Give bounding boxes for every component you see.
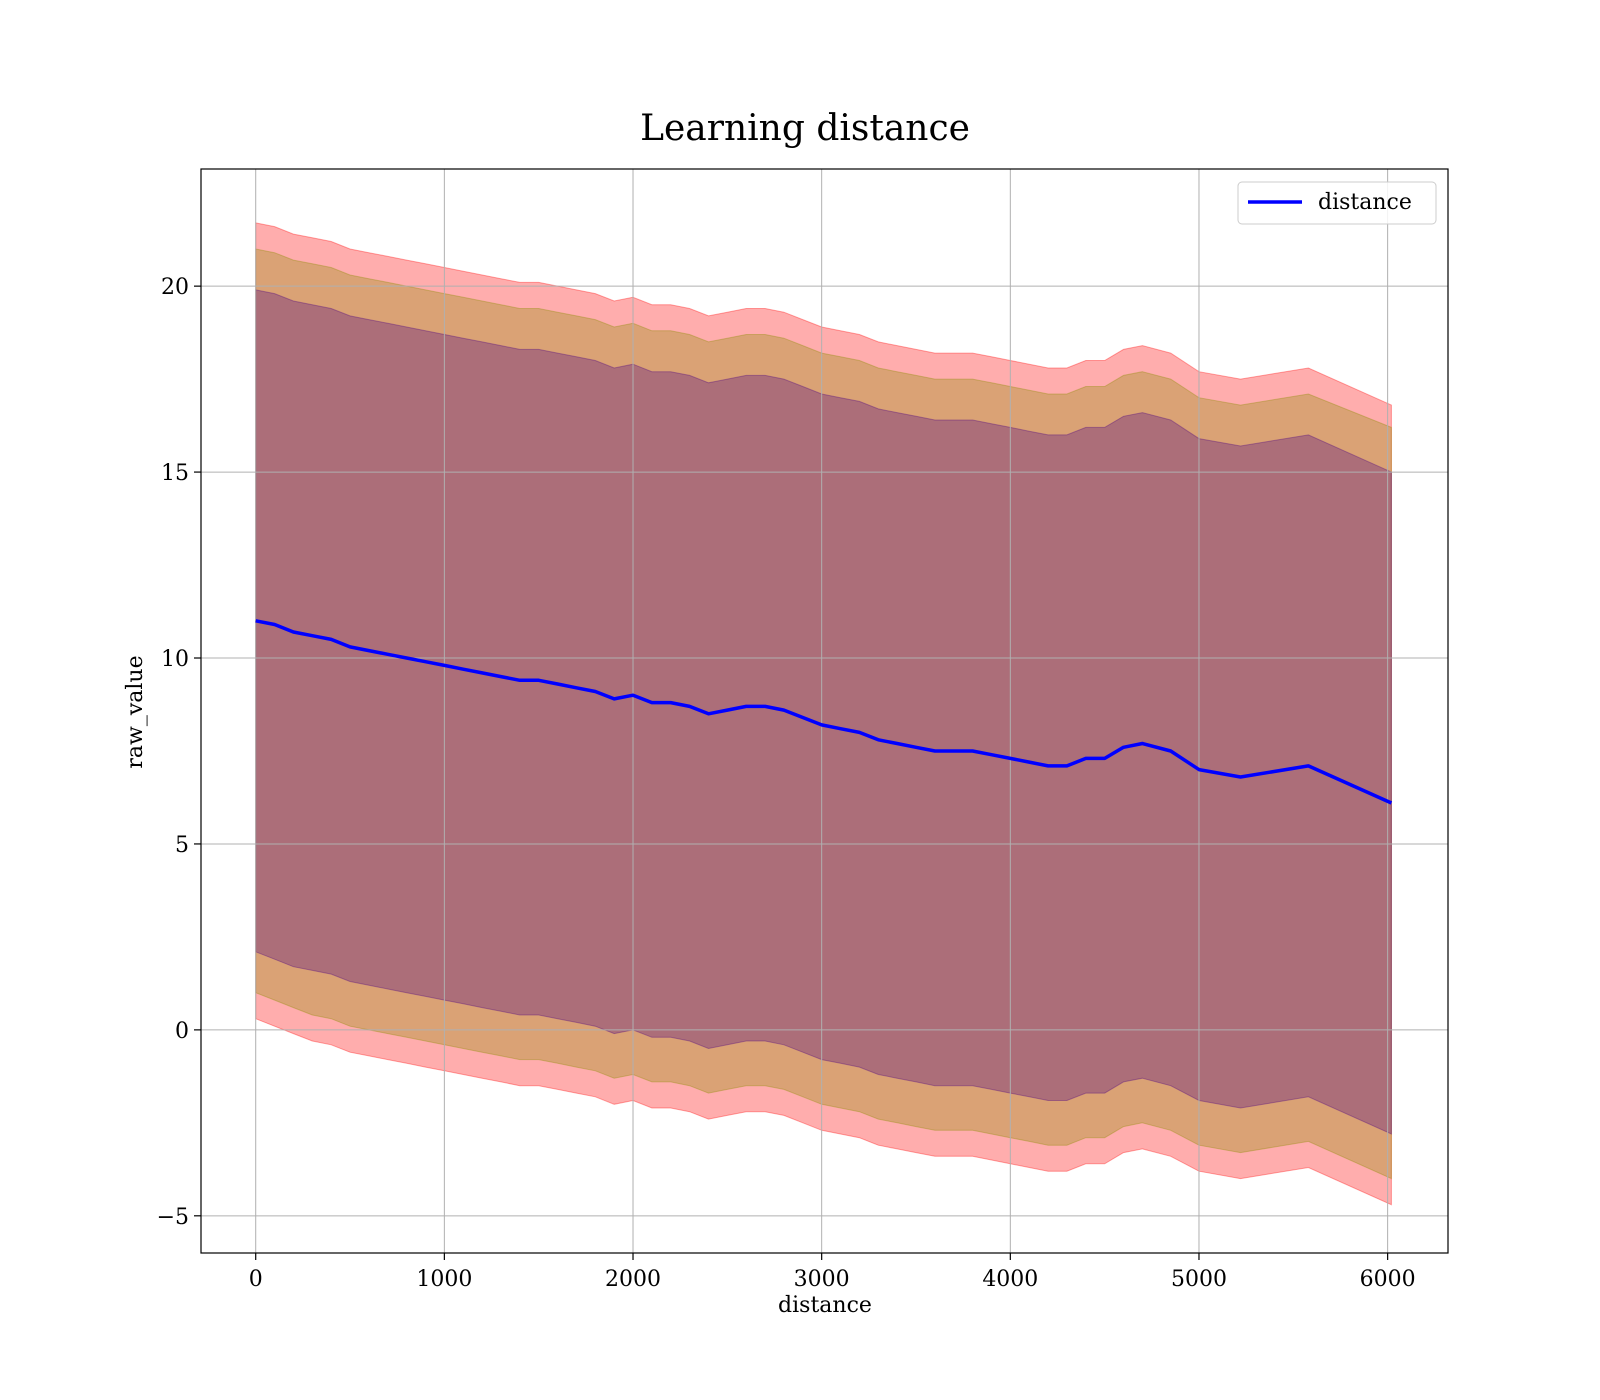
x-tick-label-1: 1000 xyxy=(416,1267,472,1292)
y-tick-label-2: 5 xyxy=(175,833,189,858)
x-axis-label: distance xyxy=(778,1293,872,1318)
confidence-bands xyxy=(255,222,1392,1206)
x-tick-label-0: 0 xyxy=(249,1267,263,1292)
series-lines xyxy=(255,619,1393,805)
y-axis-label: raw_value xyxy=(123,655,148,768)
legend-label-distance: distance xyxy=(1318,190,1412,215)
legend: distance xyxy=(1237,181,1437,225)
x-tick-label-6: 6000 xyxy=(1360,1267,1416,1292)
y-tick-label-3: 10 xyxy=(161,647,189,672)
x-ticks: 0 1000 2000 3000 4000 5000 6000 xyxy=(249,1253,1416,1292)
x-tick-label-4: 4000 xyxy=(982,1267,1038,1292)
confidence-band-2 xyxy=(255,248,1392,1180)
y-tick-label-4: 15 xyxy=(161,461,189,486)
x-tick-label-5: 5000 xyxy=(1171,1267,1227,1292)
confidence-band-3 xyxy=(255,289,1392,1135)
chart-title: Learning distance xyxy=(640,108,970,149)
confidence-band-1 xyxy=(255,222,1392,1206)
grid-lines xyxy=(201,169,1448,1253)
plot-frame xyxy=(200,168,1449,1254)
x-tick-label-2: 2000 xyxy=(605,1267,661,1292)
y-tick-label-0: −5 xyxy=(157,1205,189,1230)
y-ticks: −5 0 5 10 15 20 xyxy=(157,275,201,1230)
legend-box xyxy=(1237,181,1437,225)
x-tick-label-3: 3000 xyxy=(794,1267,850,1292)
y-tick-label-5: 20 xyxy=(161,275,189,300)
series-line-distance xyxy=(255,619,1393,805)
y-tick-label-1: 0 xyxy=(175,1019,189,1044)
